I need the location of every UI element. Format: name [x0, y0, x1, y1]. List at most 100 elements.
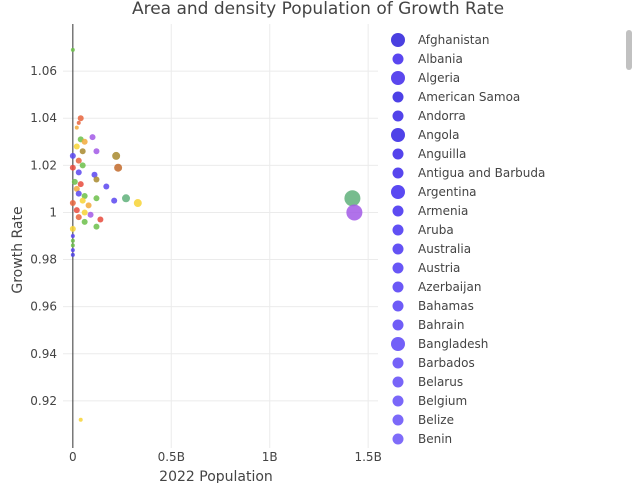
legend-item[interactable]: Bahrain: [392, 318, 465, 332]
data-point[interactable]: [114, 163, 123, 172]
legend-label: Bangladesh: [418, 337, 488, 351]
y-tick-label: 1: [49, 205, 57, 219]
legend-item[interactable]: Bangladesh: [391, 337, 488, 351]
data-point[interactable]: [70, 238, 75, 243]
legend-marker: [391, 71, 405, 85]
data-point[interactable]: [76, 120, 81, 125]
legend-item[interactable]: Antigua and Barbuda: [392, 166, 546, 180]
data-point[interactable]: [70, 47, 75, 52]
data-point[interactable]: [77, 115, 84, 122]
legend-label: Bahamas: [418, 299, 474, 313]
ticks-layer: 0 0.5B 1B 1.5B 0.92 0.94 0.96 0.98 1 1.02 1.04 1.06: [30, 64, 382, 464]
data-point[interactable]: [89, 134, 96, 141]
data-point[interactable]: [73, 207, 80, 214]
legend-item[interactable]: Azerbaijan: [392, 280, 482, 294]
y-tick-label: 1.02: [30, 158, 57, 172]
legend-marker: [392, 262, 404, 274]
legend-item[interactable]: Afghanistan: [391, 33, 489, 47]
legend-item[interactable]: Argentina: [391, 185, 477, 199]
data-point[interactable]: [70, 248, 75, 253]
chart-title: Area and density Population of Growth Ra…: [132, 0, 504, 19]
legend-label: Anguilla: [418, 147, 466, 161]
y-tick-label: 0.98: [30, 253, 57, 267]
data-point[interactable]: [75, 169, 82, 176]
legend-item[interactable]: Austria: [392, 261, 461, 275]
data-point[interactable]: [112, 151, 121, 160]
data-point[interactable]: [79, 197, 86, 204]
data-point[interactable]: [81, 138, 88, 145]
data-point[interactable]: [70, 252, 75, 257]
legend-marker: [392, 167, 404, 179]
legend-item[interactable]: Bahamas: [392, 299, 474, 313]
data-point[interactable]: [81, 192, 88, 199]
data-point[interactable]: [75, 157, 82, 164]
legend-item[interactable]: Angola: [391, 128, 459, 142]
data-point[interactable]: [70, 243, 75, 248]
legend-item[interactable]: Belgium: [392, 394, 468, 408]
data-point[interactable]: [122, 194, 130, 203]
data-point[interactable]: [93, 148, 100, 155]
legend-marker: [391, 33, 405, 47]
legend-item[interactable]: Armenia: [392, 204, 469, 218]
data-point[interactable]: [71, 178, 78, 185]
legend-marker: [392, 281, 404, 293]
data-point[interactable]: [87, 211, 94, 218]
legend-marker: [392, 300, 404, 312]
data-point[interactable]: [73, 143, 80, 150]
legend[interactable]: Afghanistan Albania Algeria American Samoa A…: [391, 33, 545, 446]
data-point[interactable]: [78, 417, 83, 422]
data-point[interactable]: [69, 225, 76, 232]
data-point[interactable]: [133, 199, 142, 208]
data-point[interactable]: [97, 216, 104, 223]
data-point[interactable]: [91, 171, 98, 178]
legend-marker: [391, 185, 405, 199]
legend-label: Angola: [418, 128, 459, 142]
legend-item[interactable]: Aruba: [392, 223, 454, 237]
data-point[interactable]: [69, 152, 76, 159]
data-point[interactable]: [81, 209, 88, 216]
legend-item[interactable]: Australia: [392, 242, 472, 256]
legend-label: Austria: [418, 261, 460, 275]
legend-item[interactable]: Anguilla: [392, 147, 467, 161]
legend-marker: [392, 243, 404, 255]
y-tick-label: 1.06: [30, 64, 57, 78]
legend-marker: [392, 357, 404, 369]
data-point[interactable]: [81, 218, 88, 225]
legend-item[interactable]: Andorra: [392, 109, 466, 123]
points-layer: [69, 47, 363, 422]
legend-item[interactable]: Albania: [392, 52, 463, 66]
data-point[interactable]: [69, 164, 76, 171]
data-point[interactable]: [346, 204, 363, 221]
data-point[interactable]: [75, 190, 82, 197]
data-point[interactable]: [79, 148, 86, 155]
legend-label: Australia: [418, 242, 471, 256]
legend-marker: [392, 91, 404, 103]
data-point[interactable]: [74, 125, 79, 130]
legend-item[interactable]: Belize: [392, 413, 454, 427]
data-point[interactable]: [344, 190, 361, 207]
data-point[interactable]: [93, 223, 100, 230]
legend-label: Barbados: [418, 356, 475, 370]
data-point[interactable]: [111, 197, 118, 204]
data-point[interactable]: [75, 214, 82, 221]
data-point[interactable]: [77, 181, 84, 188]
legend-scrollbar[interactable]: [626, 30, 632, 70]
legend-label: Belize: [418, 413, 454, 427]
legend-item[interactable]: Barbados: [392, 356, 475, 370]
data-point[interactable]: [70, 234, 75, 238]
legend-item[interactable]: Algeria: [391, 71, 460, 85]
data-point[interactable]: [93, 195, 100, 202]
data-point[interactable]: [93, 176, 100, 183]
data-point[interactable]: [79, 162, 86, 169]
x-tick-label: 1.5B: [354, 450, 381, 464]
legend-item[interactable]: Benin: [392, 432, 453, 446]
legend-item[interactable]: American Samoa: [392, 90, 521, 104]
data-point[interactable]: [103, 183, 110, 190]
data-point[interactable]: [73, 185, 80, 192]
legend-marker: [392, 414, 404, 426]
data-point[interactable]: [69, 200, 76, 207]
legend-label: Belgium: [418, 394, 467, 408]
legend-item[interactable]: Belarus: [392, 375, 464, 389]
data-point[interactable]: [85, 202, 92, 209]
